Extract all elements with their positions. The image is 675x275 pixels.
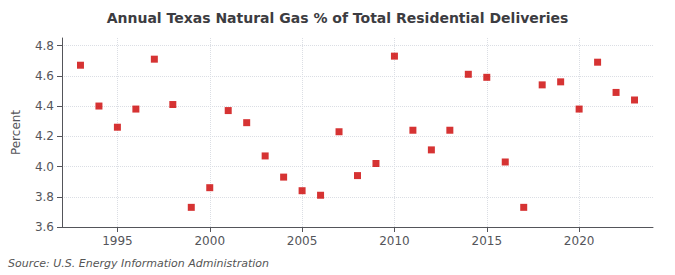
svg-text:Annual Texas Natural Gas % of: Annual Texas Natural Gas % of Total Resi… (107, 10, 569, 26)
svg-text:3.6: 3.6 (35, 220, 54, 234)
svg-text:4.0: 4.0 (35, 160, 54, 174)
svg-text:2015: 2015 (472, 234, 503, 248)
svg-text:4.8: 4.8 (35, 39, 54, 53)
svg-text:2010: 2010 (379, 234, 410, 248)
svg-text:2020: 2020 (564, 234, 595, 248)
svg-text:Source: U.S. Energy Informatio: Source: U.S. Energy Information Administ… (8, 257, 269, 270)
svg-text:4.2: 4.2 (35, 129, 54, 143)
svg-text:2005: 2005 (287, 234, 318, 248)
svg-text:4.4: 4.4 (35, 99, 54, 113)
svg-text:2000: 2000 (194, 234, 225, 248)
svg-text:Percent: Percent (9, 110, 23, 155)
svg-text:3.8: 3.8 (35, 190, 54, 204)
svg-text:1995: 1995 (102, 234, 133, 248)
svg-text:4.6: 4.6 (35, 69, 54, 83)
